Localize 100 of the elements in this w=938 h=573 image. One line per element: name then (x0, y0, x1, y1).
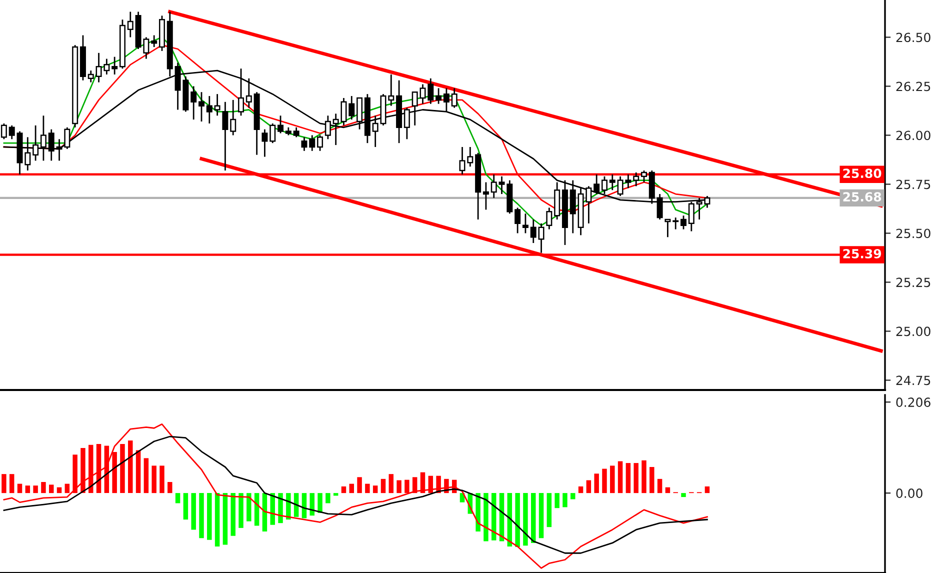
bar (349, 484, 354, 494)
bar (326, 493, 330, 504)
candlestick (530, 218, 536, 244)
bar (136, 450, 141, 494)
candlestick (190, 86, 197, 120)
bar (372, 486, 378, 494)
bar (484, 493, 488, 542)
candlestick (412, 91, 418, 126)
y-tick-label: 0.00 (896, 488, 922, 498)
line-series (3, 423, 708, 569)
bar (48, 484, 54, 494)
ref-line-label: 25.68 (843, 192, 882, 202)
candlestick (206, 95, 212, 124)
candlestick (451, 87, 458, 108)
line-series (3, 436, 708, 554)
bar (704, 486, 710, 494)
candlestick (490, 174, 497, 199)
bar (570, 493, 576, 500)
bar (160, 466, 164, 494)
y-tick-label: 25.75 (896, 180, 930, 190)
candlestick (8, 124, 15, 140)
bar (657, 478, 662, 494)
bar (618, 461, 623, 494)
y-tick-label: 0.206 (896, 398, 930, 407)
candlestick (482, 182, 489, 210)
bar (238, 493, 244, 528)
candlestick (230, 99, 236, 136)
bar (523, 493, 528, 546)
bar (72, 454, 78, 494)
bar (191, 493, 196, 530)
bar (199, 493, 204, 538)
candlestick (246, 78, 252, 108)
bar (388, 474, 394, 494)
candlestick (278, 114, 284, 134)
y-tick-label: 25.50 (896, 228, 930, 238)
bar (128, 440, 133, 494)
bar (562, 493, 568, 508)
candlestick (404, 107, 410, 140)
candlestick (324, 114, 331, 140)
candlestick (127, 11, 134, 38)
candlestick (88, 70, 94, 84)
candlestick (214, 93, 220, 116)
candlestick (151, 34, 158, 48)
candlestick (546, 207, 552, 230)
bar (112, 452, 117, 494)
bar (380, 478, 386, 494)
bar (602, 468, 607, 494)
bar (41, 482, 46, 494)
bar (144, 458, 149, 494)
candlestick (609, 174, 616, 191)
bar (626, 463, 631, 494)
bar (333, 493, 338, 496)
candlestick (443, 87, 450, 112)
candlestick (270, 122, 276, 144)
bar (9, 474, 14, 494)
bar (476, 493, 480, 532)
bar (665, 487, 670, 494)
bar (578, 486, 584, 494)
candlestick (436, 87, 442, 105)
candlestick (428, 78, 434, 105)
bar (175, 493, 180, 504)
y-tick-label: 25.00 (896, 326, 930, 336)
bar (650, 466, 654, 494)
bar (294, 493, 299, 517)
candlestick (594, 174, 600, 195)
candlestick (388, 74, 394, 107)
bar (80, 448, 86, 494)
y-tick-label: 26.25 (896, 82, 930, 92)
bar (207, 493, 212, 540)
bar (2, 474, 6, 494)
bar (152, 466, 156, 494)
y-tick-label: 25.25 (896, 278, 930, 288)
bar (546, 493, 552, 528)
candlestick (0, 122, 7, 140)
bar (594, 474, 599, 494)
bar (230, 493, 236, 536)
candlestick (309, 134, 316, 152)
bar (33, 486, 38, 494)
bar (357, 477, 362, 494)
candlestick (420, 84, 426, 105)
candlestick (112, 56, 118, 76)
bar (318, 493, 322, 513)
bar (222, 493, 228, 545)
candlestick (672, 216, 679, 230)
bar (681, 493, 686, 498)
candlestick (633, 172, 640, 187)
bar (634, 463, 638, 494)
bar (17, 484, 22, 494)
candlestick (222, 101, 228, 172)
candlestick (356, 97, 363, 130)
bar (610, 466, 615, 494)
bar (341, 486, 346, 494)
bar (25, 486, 30, 494)
bar (586, 480, 592, 494)
candlestick (198, 91, 204, 122)
bar (404, 480, 410, 494)
bar (64, 484, 70, 494)
candlestick (317, 134, 324, 152)
candlestick (680, 214, 686, 230)
ref-line-label: 25.39 (843, 248, 882, 258)
